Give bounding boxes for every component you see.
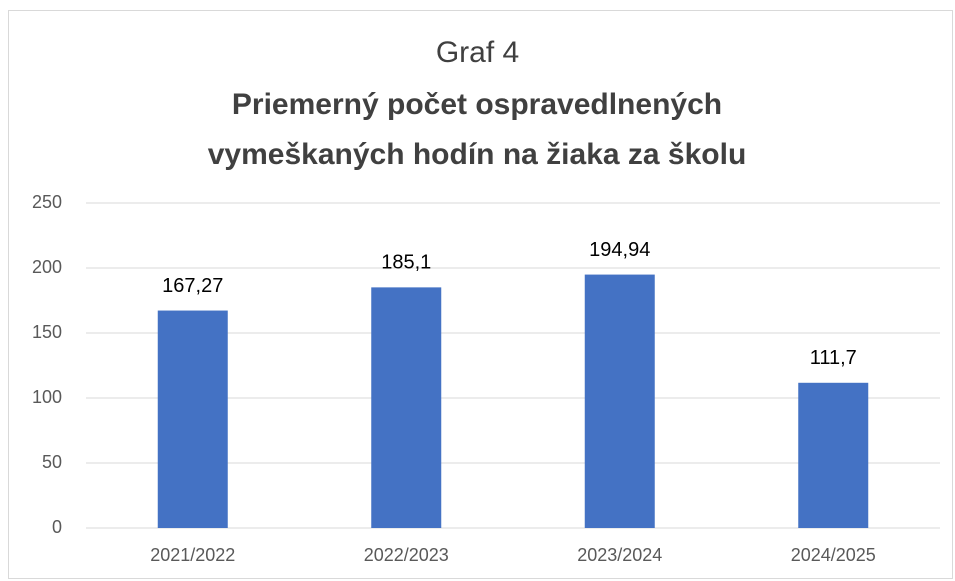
y-tick-label: 100 — [32, 387, 62, 407]
x-tick-label: 2023/2024 — [577, 545, 662, 565]
bar — [157, 310, 228, 528]
value-label: 194,94 — [589, 239, 650, 261]
chart-border — [8, 10, 953, 579]
x-tick-label: 2021/2022 — [150, 545, 235, 565]
y-tick-label: 0 — [52, 517, 62, 537]
bar — [798, 382, 869, 528]
y-tick-label: 150 — [32, 322, 62, 342]
y-tick-label: 200 — [32, 257, 62, 277]
y-tick-label: 50 — [42, 452, 62, 472]
bar — [371, 287, 442, 528]
value-label: 185,1 — [381, 252, 431, 274]
y-tick-label: 250 — [32, 192, 62, 212]
value-label: 167,27 — [162, 275, 223, 297]
chart-subtitle: Priemerný počet ospravedlnených vymeškan… — [207, 88, 747, 171]
bar — [584, 274, 655, 528]
chart-title: Graf 4 — [435, 36, 520, 69]
x-tick-label: 2022/2023 — [364, 545, 449, 565]
x-tick-label: 2024/2025 — [791, 545, 876, 565]
value-label: 111,7 — [810, 347, 857, 369]
